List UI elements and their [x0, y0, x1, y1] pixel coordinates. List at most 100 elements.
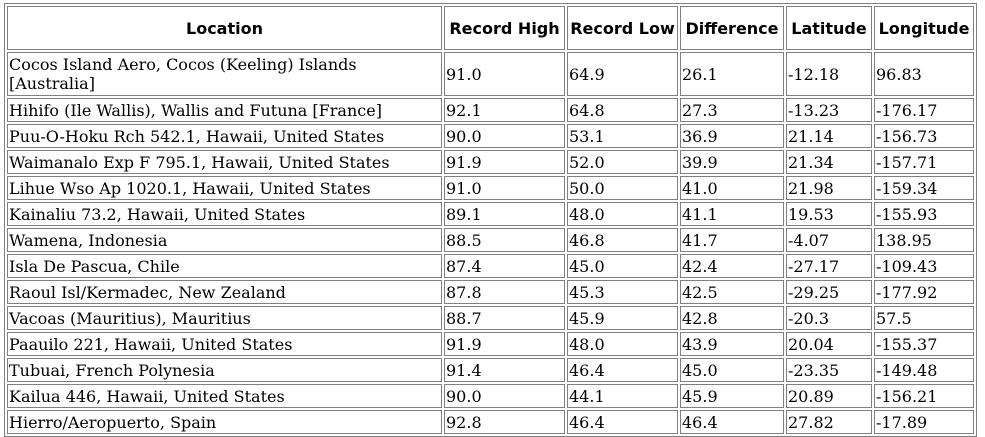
- difference-cell: 45.0: [680, 358, 784, 382]
- table-row: Puu-O-Hoku Rch 542.1, Hawaii, United Sta…: [7, 124, 974, 148]
- record-low-cell: 46.8: [567, 228, 678, 252]
- difference-cell: 42.8: [680, 306, 784, 330]
- record-low-cell: 46.4: [567, 358, 678, 382]
- table-row: Wamena, Indonesia 88.5 46.8 41.7 -4.07 138.95: [7, 228, 974, 252]
- location-cell: Isla De Pascua, Chile: [7, 254, 442, 278]
- table-row: Hierro/Aeropuerto, Spain 92.8 46.4 46.4 27.8…: [7, 410, 974, 434]
- longitude-cell: 138.95: [874, 228, 974, 252]
- location-cell: Hihifo (Ile Wallis), Wallis and Futuna […: [7, 98, 442, 122]
- table-row: Kailua 446, Hawaii, United States 90.0 44.…: [7, 384, 974, 408]
- table-row: Raoul Isl/Kermadec, New Zealand 87.8 45.3 4…: [7, 280, 974, 304]
- table-row: Hihifo (Ile Wallis), Wallis and Futuna […: [7, 98, 974, 122]
- longitude-cell: -157.71: [874, 150, 974, 174]
- record-high-cell: 91.0: [444, 52, 565, 96]
- longitude-cell: -17.89: [874, 410, 974, 434]
- record-high-cell: 91.9: [444, 150, 565, 174]
- longitude-cell: -156.73: [874, 124, 974, 148]
- latitude-cell: 21.14: [786, 124, 872, 148]
- difference-cell: 46.4: [680, 410, 784, 434]
- header-row: Location Record High Record Low Differen…: [7, 6, 974, 50]
- record-low-cell: 45.3: [567, 280, 678, 304]
- difference-cell: 41.1: [680, 202, 784, 226]
- longitude-cell: -155.37: [874, 332, 974, 356]
- record-high-cell: 88.7: [444, 306, 565, 330]
- latitude-cell: 21.98: [786, 176, 872, 200]
- latitude-cell: 20.89: [786, 384, 872, 408]
- latitude-cell: -23.35: [786, 358, 872, 382]
- location-cell: Kainaliu 73.2, Hawaii, United States: [7, 202, 442, 226]
- difference-cell: 45.9: [680, 384, 784, 408]
- table-row: Cocos Island Aero, Cocos (Keeling) Islan…: [7, 52, 974, 96]
- location-cell: Kailua 446, Hawaii, United States: [7, 384, 442, 408]
- table-row: Tubuai, French Polynesia 91.4 46.4 45.0 -23.…: [7, 358, 974, 382]
- latitude-cell: -4.07: [786, 228, 872, 252]
- record-high-cell: 87.8: [444, 280, 565, 304]
- record-high-cell: 92.8: [444, 410, 565, 434]
- location-cell: Cocos Island Aero, Cocos (Keeling) Islan…: [7, 52, 442, 96]
- difference-cell: 27.3: [680, 98, 784, 122]
- latitude-cell: -27.17: [786, 254, 872, 278]
- location-cell: Hierro/Aeropuerto, Spain: [7, 410, 442, 434]
- record-low-cell: 50.0: [567, 176, 678, 200]
- latitude-cell: -13.23: [786, 98, 872, 122]
- longitude-cell: -149.48: [874, 358, 974, 382]
- table-row: Vacoas (Mauritius), Mauritius 88.7 45.9 42.…: [7, 306, 974, 330]
- record-high-cell: 89.1: [444, 202, 565, 226]
- location-cell: Lihue Wso Ap 1020.1, Hawaii, United Stat…: [7, 176, 442, 200]
- longitude-cell: -159.34: [874, 176, 974, 200]
- record-low-cell: 48.0: [567, 332, 678, 356]
- longitude-cell: 96.83: [874, 52, 974, 96]
- table-row: Waimanalo Exp F 795.1, Hawaii, United St…: [7, 150, 974, 174]
- temperature-records-table: Location Record High Record Low Differen…: [4, 3, 977, 437]
- location-cell: Tubuai, French Polynesia: [7, 358, 442, 382]
- record-high-cell: 91.0: [444, 176, 565, 200]
- latitude-cell: 21.34: [786, 150, 872, 174]
- record-low-cell: 44.1: [567, 384, 678, 408]
- record-low-cell: 46.4: [567, 410, 678, 434]
- longitude-cell: 57.5: [874, 306, 974, 330]
- difference-cell: 26.1: [680, 52, 784, 96]
- record-high-cell: 92.1: [444, 98, 565, 122]
- longitude-cell: -176.17: [874, 98, 974, 122]
- latitude-cell: 27.82: [786, 410, 872, 434]
- record-low-cell: 45.0: [567, 254, 678, 278]
- difference-cell: 42.5: [680, 280, 784, 304]
- header-longitude: Longitude: [874, 6, 974, 50]
- record-low-cell: 52.0: [567, 150, 678, 174]
- location-cell: Puu-O-Hoku Rch 542.1, Hawaii, United Sta…: [7, 124, 442, 148]
- record-high-cell: 91.9: [444, 332, 565, 356]
- location-cell: Paauilo 221, Hawaii, United States: [7, 332, 442, 356]
- record-low-cell: 64.9: [567, 52, 678, 96]
- record-low-cell: 53.1: [567, 124, 678, 148]
- difference-cell: 36.9: [680, 124, 784, 148]
- latitude-cell: 19.53: [786, 202, 872, 226]
- difference-cell: 41.7: [680, 228, 784, 252]
- header-record-high: Record High: [444, 6, 565, 50]
- difference-cell: 39.9: [680, 150, 784, 174]
- difference-cell: 41.0: [680, 176, 784, 200]
- latitude-cell: 20.04: [786, 332, 872, 356]
- record-high-cell: 90.0: [444, 384, 565, 408]
- record-high-cell: 88.5: [444, 228, 565, 252]
- location-cell: Wamena, Indonesia: [7, 228, 442, 252]
- header-record-low: Record Low: [567, 6, 678, 50]
- table-row: Lihue Wso Ap 1020.1, Hawaii, United Stat…: [7, 176, 974, 200]
- latitude-cell: -29.25: [786, 280, 872, 304]
- record-low-cell: 48.0: [567, 202, 678, 226]
- record-low-cell: 45.9: [567, 306, 678, 330]
- record-low-cell: 64.8: [567, 98, 678, 122]
- record-high-cell: 87.4: [444, 254, 565, 278]
- difference-cell: 43.9: [680, 332, 784, 356]
- header-difference: Difference: [680, 6, 784, 50]
- record-high-cell: 90.0: [444, 124, 565, 148]
- header-latitude: Latitude: [786, 6, 872, 50]
- latitude-cell: -20.3: [786, 306, 872, 330]
- longitude-cell: -109.43: [874, 254, 974, 278]
- table-row: Kainaliu 73.2, Hawaii, United States 89.1…: [7, 202, 974, 226]
- longitude-cell: -177.92: [874, 280, 974, 304]
- header-location: Location: [7, 6, 442, 50]
- longitude-cell: -155.93: [874, 202, 974, 226]
- record-high-cell: 91.4: [444, 358, 565, 382]
- location-cell: Waimanalo Exp F 795.1, Hawaii, United St…: [7, 150, 442, 174]
- difference-cell: 42.4: [680, 254, 784, 278]
